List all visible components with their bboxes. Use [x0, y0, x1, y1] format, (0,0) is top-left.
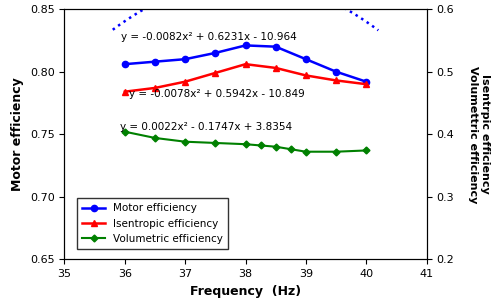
Motor efficiency — [182, 57, 188, 61]
Volumetric efficiency — [363, 149, 369, 152]
Line: Isentropic efficiency: Isentropic efficiency — [122, 61, 370, 95]
Motor efficiency — [333, 70, 339, 74]
Motor efficiency — [303, 57, 309, 61]
Volumetric efficiency — [152, 136, 158, 140]
Volumetric efficiency — [212, 141, 218, 145]
Isentropic efficiency — [122, 90, 128, 94]
Y-axis label: Motor efficiency: Motor efficiency — [11, 77, 24, 191]
Isentropic efficiency — [152, 86, 158, 90]
Isentropic efficiency — [182, 80, 188, 84]
Isentropic efficiency — [273, 66, 279, 70]
Legend: Motor efficiency, Isentropic efficiency, Volumetric efficiency: Motor efficiency, Isentropic efficiency,… — [77, 198, 229, 249]
Text: y = -0.0082x² + 0.6231x - 10.964: y = -0.0082x² + 0.6231x - 10.964 — [122, 32, 297, 42]
X-axis label: Frequency  (Hz): Frequency (Hz) — [190, 285, 301, 298]
Motor efficiency — [212, 51, 218, 55]
Volumetric efficiency — [122, 130, 128, 134]
Isentropic efficiency — [303, 74, 309, 77]
Line: Motor efficiency: Motor efficiency — [122, 42, 370, 85]
Isentropic efficiency — [212, 71, 218, 75]
Motor efficiency — [363, 80, 369, 84]
Isentropic efficiency — [363, 82, 369, 86]
Volumetric efficiency — [303, 150, 309, 153]
Text: y = -0.0078x² + 0.5942x - 10.849: y = -0.0078x² + 0.5942x - 10.849 — [128, 89, 305, 99]
Volumetric efficiency — [273, 145, 279, 149]
Isentropic efficiency — [243, 62, 248, 66]
Motor efficiency — [122, 62, 128, 66]
Motor efficiency — [273, 45, 279, 48]
Volumetric efficiency — [243, 142, 248, 146]
Line: Volumetric efficiency: Volumetric efficiency — [123, 129, 369, 154]
Volumetric efficiency — [257, 144, 263, 147]
Volumetric efficiency — [333, 150, 339, 153]
Volumetric efficiency — [182, 140, 188, 144]
Motor efficiency — [152, 60, 158, 63]
Volumetric efficiency — [288, 147, 294, 151]
Y-axis label: Isentrpic efficiency
Volumettric efficiency: Isentrpic efficiency Volumettric efficie… — [468, 66, 490, 203]
Motor efficiency — [243, 44, 248, 47]
Isentropic efficiency — [333, 79, 339, 82]
Text: y = 0.0022x² - 0.1747x + 3.8354: y = 0.0022x² - 0.1747x + 3.8354 — [120, 122, 292, 132]
